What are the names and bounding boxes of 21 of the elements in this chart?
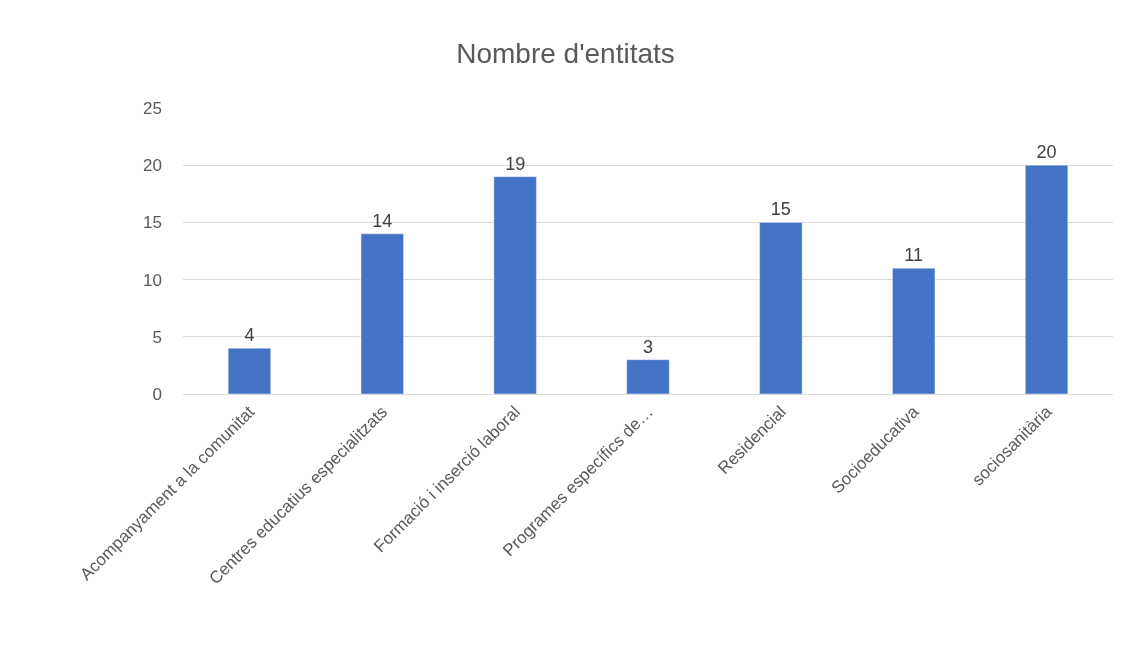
y-tick-label: 5 [152, 327, 162, 347]
data-label: 4 [244, 325, 255, 346]
data-label: 15 [770, 199, 791, 220]
bar [892, 267, 936, 394]
bar [1025, 164, 1069, 394]
y-tick-label: 0 [152, 384, 162, 404]
bar [759, 222, 803, 394]
y-tick-label: 25 [143, 98, 162, 118]
chart-title: Nombre d'entitats [456, 38, 675, 69]
bar [360, 233, 404, 394]
data-label: 11 [904, 245, 924, 266]
data-label: 14 [372, 210, 393, 231]
data-label: 20 [1036, 142, 1057, 163]
data-label: 19 [505, 153, 526, 174]
bar [227, 347, 271, 394]
bar [493, 176, 537, 394]
data-label: 3 [642, 336, 654, 357]
bar [626, 359, 670, 394]
y-tick-label: 10 [143, 270, 162, 290]
y-tick-label: 20 [143, 156, 162, 176]
y-tick-label: 15 [143, 213, 162, 233]
